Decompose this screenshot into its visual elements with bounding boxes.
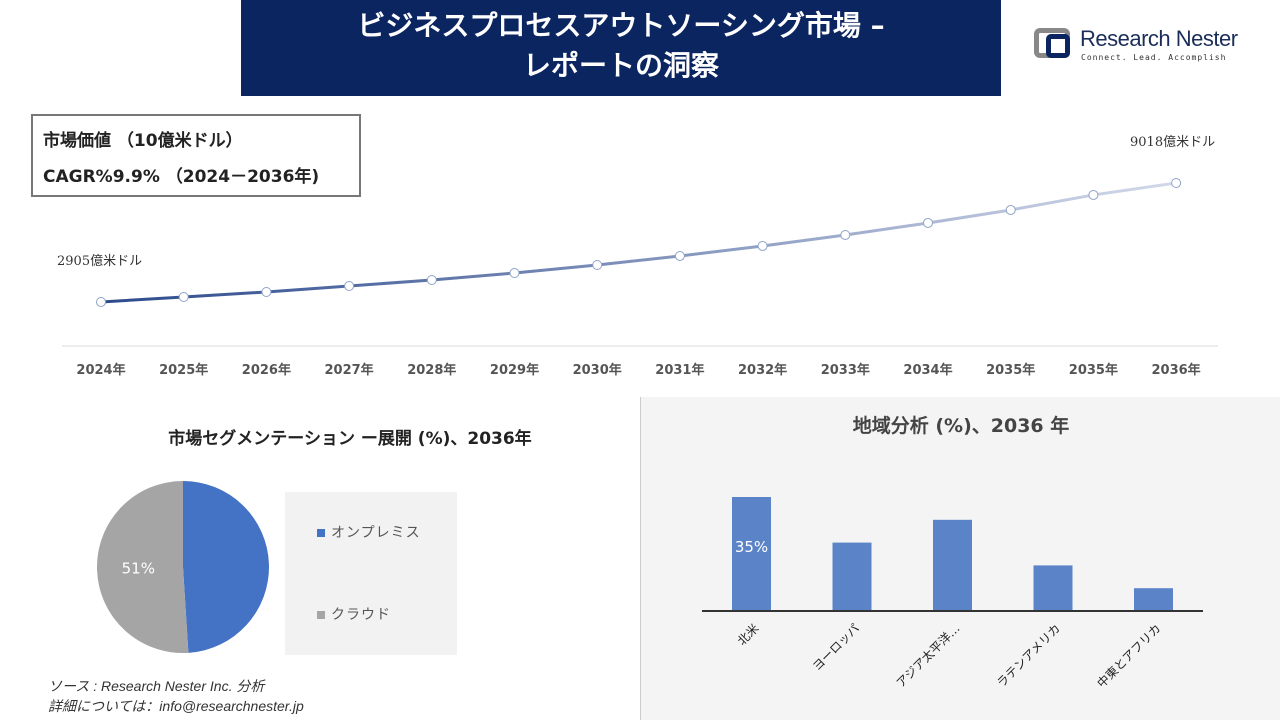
legend-item-cloud: クラウド — [317, 604, 391, 624]
pie-data-label: 51% — [122, 559, 155, 577]
legend-item-on-premise: オンプレミス — [317, 522, 421, 542]
region-panel: 地域分析 (%)、2036 年 35% 北米 ヨーロッパ アジア太平洋… ラテンアメリカ… — [640, 397, 1280, 720]
x-tick-label: 2033年 — [821, 362, 870, 378]
segment-pie-chart: 51% — [96, 481, 269, 653]
data-point — [261, 286, 272, 297]
legend-label: クラウド — [331, 607, 391, 623]
data-point — [1088, 189, 1099, 200]
cagr-label: CAGR%9.9% （2024－2036年) — [43, 167, 320, 187]
legend-swatch — [317, 529, 325, 537]
bar — [832, 542, 872, 611]
bar — [1033, 565, 1073, 611]
x-tick-label: 2028年 — [407, 362, 456, 378]
category-label: ヨーロッパ — [810, 621, 862, 673]
research-nester-logo: Research Nester Connect. Lead. Accomplis… — [1034, 26, 1254, 66]
bar-data-label: 35% — [735, 538, 768, 556]
category-label: ラテンアメリカ — [994, 621, 1063, 690]
data-point — [592, 259, 603, 270]
title-line-2: レポートの洞察 — [522, 49, 719, 82]
x-tick-label: 2034年 — [903, 362, 952, 378]
x-tick-label: 2025年 — [159, 362, 208, 378]
category-label: アジア太平洋… — [893, 621, 963, 691]
source-text: ソース : Research Nester Inc. 分析 — [48, 678, 265, 694]
market-line — [100, 181, 1177, 304]
data-point — [923, 217, 933, 228]
data-point — [426, 275, 437, 286]
segment-chart-title: 市場セグメンテーション ー展開 (%)、2036年 — [168, 429, 532, 449]
data-point — [1171, 178, 1182, 188]
pie-legend: オンプレミス クラウド — [285, 492, 457, 655]
region-bar-chart: 35% 北米 ヨーロッパ アジア太平洋… ラテンアメリカ 中東とアフリカ — [702, 497, 1203, 691]
x-tick-label: 2026年 — [242, 362, 291, 378]
category-label: 北米 — [735, 621, 762, 648]
legend-swatch — [317, 611, 325, 619]
logo-mark-inner — [1046, 34, 1070, 58]
x-tick-label: 2024年 — [76, 362, 125, 378]
data-point — [840, 229, 851, 240]
kpi-box: 市場価値 （10億米ドル） CAGR%9.9% （2024－2036年) — [31, 114, 361, 197]
x-tick-label: 2035年 — [1069, 362, 1118, 378]
page-title: ビジネスプロセスアウトソーシング市場 – レポートの洞察 — [241, 0, 1001, 96]
data-point — [674, 250, 685, 261]
first-value-label: 2905億米ドル — [57, 254, 143, 269]
x-tick-label: 2029年 — [490, 362, 539, 378]
bar — [1134, 588, 1173, 611]
data-point — [1005, 204, 1016, 215]
pie-slice — [183, 481, 269, 653]
title-line-1: ビジネスプロセスアウトソーシング市場 – — [357, 9, 885, 42]
pie-slice — [96, 481, 189, 653]
data-point — [509, 267, 520, 278]
bar — [732, 497, 771, 611]
data-point — [96, 297, 106, 307]
category-label: 中東とアフリカ — [1094, 621, 1164, 691]
source-note: ソース : Research Nester Inc. 分析 詳細については：in… — [48, 676, 304, 716]
x-tick-label: 2027年 — [325, 362, 374, 378]
data-point — [757, 240, 768, 251]
contact-text: 詳細については：info@researchnester.jp — [48, 698, 304, 714]
x-tick-label: 2036年 — [1152, 362, 1201, 378]
bar — [933, 519, 972, 611]
logo-tagline: Connect. Lead. Accomplish — [1081, 53, 1227, 62]
legend-label: オンプレミス — [331, 525, 421, 541]
x-tick-label: 2031年 — [655, 362, 704, 378]
last-value-label: 9018億米ドル — [1130, 135, 1216, 150]
market-value-label: 市場価値 （10億米ドル） — [43, 131, 243, 151]
x-tick-label: 2030年 — [573, 362, 622, 378]
data-point — [178, 291, 189, 302]
x-tick-label: 2035年 — [986, 362, 1035, 378]
logo-name: Research Nester — [1080, 26, 1238, 51]
data-point — [344, 280, 355, 291]
x-tick-label: 2032年 — [738, 362, 787, 378]
region-chart-title: 地域分析 (%)、2036 年 — [852, 415, 1070, 437]
market-line-chart: 2024年 2025年 2026年 2027年 2028年 2029年 2030年 2031年… — [62, 178, 1218, 378]
